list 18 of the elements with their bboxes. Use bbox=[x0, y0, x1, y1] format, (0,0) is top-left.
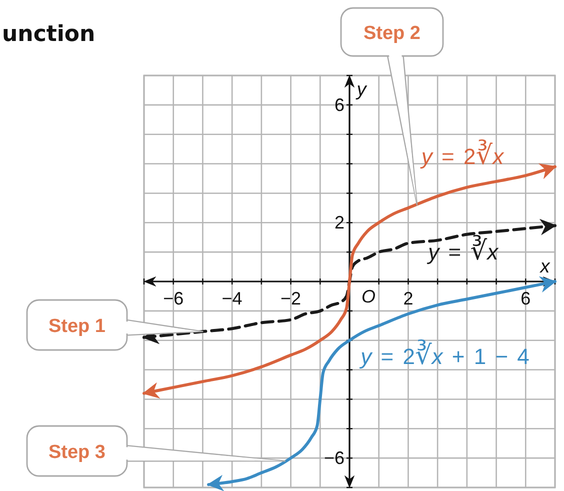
y-tick-label: 2 bbox=[334, 212, 344, 233]
x-tick-label: 2 bbox=[403, 288, 414, 308]
x-tick-label: −2 bbox=[280, 288, 302, 308]
series-label: y = ∛x bbox=[426, 234, 500, 266]
chart-title: unction bbox=[2, 22, 96, 47]
x-tick-label: −4 bbox=[222, 288, 242, 308]
x-axis-title: x bbox=[539, 256, 552, 278]
series-label: y = 2∛x bbox=[419, 138, 505, 171]
y-tick-label: 6 bbox=[334, 94, 344, 115]
annotation: Step 1 bbox=[48, 316, 106, 337]
annotation: Step 3 bbox=[48, 442, 106, 463]
annotation: Step 2 bbox=[363, 23, 421, 44]
x-tick-label: 6 bbox=[520, 288, 531, 308]
annotation: O bbox=[362, 286, 376, 306]
series-label: y = 2∛x + 1 − 4 bbox=[358, 338, 530, 371]
y-tick-label: −6 bbox=[324, 448, 344, 468]
y-axis-title: y bbox=[354, 80, 368, 100]
x-tick-label: −6 bbox=[163, 288, 184, 308]
